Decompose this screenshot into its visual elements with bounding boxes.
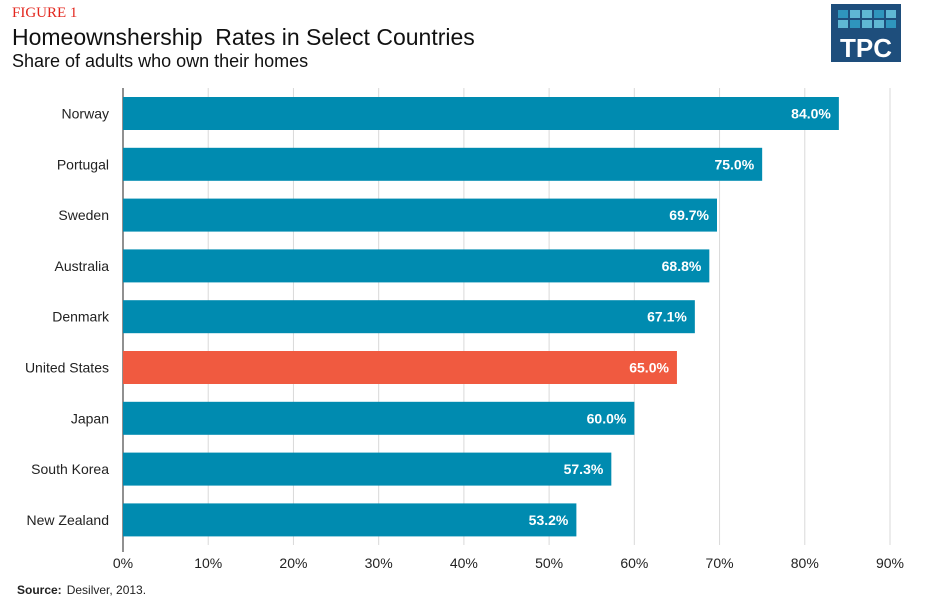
category-label: New Zealand <box>27 512 110 528</box>
data-label: 60.0% <box>587 410 627 426</box>
category-label: Norway <box>62 106 109 122</box>
bar-new-zealand <box>123 503 577 537</box>
x-tick-label: 80% <box>791 555 819 571</box>
logo-grid-icon <box>838 10 896 28</box>
data-label: 57.3% <box>564 461 604 477</box>
bar-sweden <box>123 198 717 232</box>
x-tick-label: 20% <box>279 555 307 571</box>
x-tick-label: 0% <box>113 555 133 571</box>
x-tick-label: 30% <box>365 555 393 571</box>
bar-japan <box>123 401 635 435</box>
data-label: 53.2% <box>529 512 569 528</box>
category-label: Sweden <box>58 207 109 223</box>
data-label: 84.0% <box>791 106 831 122</box>
x-tick-label: 70% <box>706 555 734 571</box>
x-tick-label: 10% <box>194 555 222 571</box>
category-label: United States <box>25 360 109 376</box>
source-text: Desilver, 2013. <box>66 583 147 597</box>
chart-subtitle: Share of adults who own their homes <box>12 51 309 71</box>
bar-united-states <box>123 351 677 384</box>
tpc-logo: TPC <box>831 4 901 63</box>
category-label: Portugal <box>57 156 109 172</box>
logo-text: TPC <box>840 33 892 63</box>
bar-portugal <box>123 147 763 181</box>
category-label: Japan <box>71 410 109 426</box>
source-label: Source: <box>17 583 62 597</box>
x-tick-label: 90% <box>876 555 904 571</box>
data-label: 68.8% <box>662 258 702 274</box>
bar-norway <box>123 97 839 130</box>
x-tick-label: 40% <box>450 555 478 571</box>
figure-label: FIGURE 1 <box>12 5 78 21</box>
bar-denmark <box>123 300 695 334</box>
data-label: 65.0% <box>629 360 669 376</box>
x-tick-label: 60% <box>620 555 648 571</box>
category-label: South Korea <box>31 461 109 477</box>
x-tick-label: 50% <box>535 555 563 571</box>
data-label: 69.7% <box>669 207 709 223</box>
data-label: 67.1% <box>647 309 687 325</box>
bar-australia <box>123 249 710 283</box>
chart-title: Homeownshership Rates in Select Countrie… <box>12 24 475 50</box>
category-label: Denmark <box>52 309 110 325</box>
data-label: 75.0% <box>714 156 754 172</box>
category-label: Australia <box>55 258 110 274</box>
bar-south-korea <box>123 452 612 486</box>
source-note: Source: Desilver, 2013. <box>17 583 146 597</box>
